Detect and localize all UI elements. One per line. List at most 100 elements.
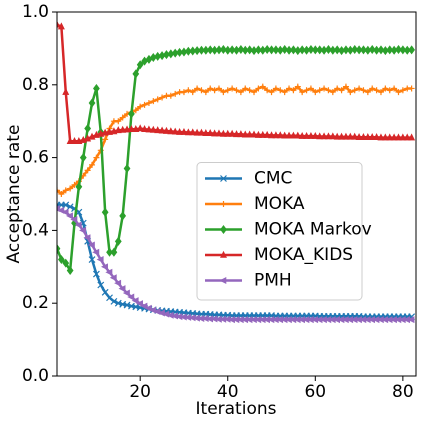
marker bbox=[84, 167, 91, 174]
marker bbox=[360, 87, 367, 94]
marker bbox=[193, 128, 201, 136]
marker bbox=[325, 44, 332, 54]
marker bbox=[176, 127, 184, 135]
marker bbox=[189, 89, 196, 96]
marker bbox=[136, 300, 143, 308]
marker bbox=[272, 131, 280, 139]
marker bbox=[338, 132, 346, 140]
x-tick-label: 60 bbox=[304, 382, 326, 402]
marker bbox=[136, 60, 144, 70]
y-tick-label: 0.0 bbox=[22, 366, 49, 386]
marker bbox=[137, 103, 144, 110]
marker bbox=[377, 45, 385, 55]
marker bbox=[65, 212, 73, 220]
x-axis-label: Iterations bbox=[196, 399, 277, 419]
marker bbox=[128, 109, 135, 119]
marker bbox=[131, 297, 139, 305]
marker bbox=[66, 265, 74, 275]
legend-label: MOKA Markov bbox=[254, 220, 372, 240]
marker bbox=[115, 118, 122, 125]
marker bbox=[84, 134, 92, 142]
marker bbox=[141, 125, 149, 133]
marker bbox=[355, 45, 363, 55]
marker bbox=[346, 132, 354, 140]
marker bbox=[246, 87, 253, 94]
marker bbox=[105, 268, 113, 276]
marker bbox=[294, 83, 301, 90]
marker bbox=[281, 131, 289, 139]
marker bbox=[320, 132, 328, 140]
y-axis-label: Acceptance rate bbox=[4, 125, 24, 264]
marker bbox=[351, 87, 358, 94]
marker bbox=[286, 85, 293, 92]
marker bbox=[66, 203, 74, 211]
marker bbox=[158, 126, 166, 134]
marker bbox=[408, 133, 416, 141]
marker bbox=[219, 277, 227, 284]
marker bbox=[211, 87, 218, 94]
marker bbox=[83, 234, 91, 242]
plot-frame bbox=[56, 11, 417, 377]
marker bbox=[351, 44, 359, 54]
marker bbox=[189, 128, 197, 136]
marker bbox=[149, 125, 157, 133]
x-tick-label: 80 bbox=[392, 382, 414, 402]
marker bbox=[206, 129, 214, 137]
marker bbox=[119, 211, 127, 221]
marker bbox=[140, 302, 148, 310]
marker bbox=[132, 107, 139, 114]
marker bbox=[321, 85, 328, 92]
marker bbox=[290, 87, 297, 94]
marker bbox=[272, 45, 280, 55]
marker bbox=[150, 98, 157, 105]
legend-label: CMC bbox=[254, 169, 292, 189]
marker bbox=[122, 289, 130, 297]
marker bbox=[373, 87, 380, 94]
marker bbox=[298, 45, 306, 55]
marker bbox=[58, 255, 65, 265]
marker bbox=[211, 129, 219, 137]
marker bbox=[356, 85, 363, 92]
marker bbox=[324, 132, 332, 140]
marker bbox=[71, 181, 78, 188]
marker bbox=[381, 133, 389, 141]
marker bbox=[102, 136, 109, 143]
marker bbox=[172, 90, 179, 97]
marker bbox=[382, 85, 389, 92]
marker bbox=[185, 87, 192, 94]
y-tick-label: 0.2 bbox=[22, 293, 49, 313]
marker bbox=[228, 129, 236, 137]
marker bbox=[407, 316, 415, 324]
marker bbox=[290, 45, 297, 55]
marker bbox=[136, 124, 144, 132]
marker bbox=[403, 133, 411, 141]
legend: CMC MOKA MOKA Markov MOKA_KIDS PMH bbox=[196, 162, 372, 301]
marker bbox=[198, 45, 205, 55]
marker bbox=[184, 128, 192, 136]
marker bbox=[228, 45, 236, 55]
marker bbox=[119, 125, 127, 133]
marker bbox=[118, 285, 126, 293]
marker bbox=[109, 274, 117, 282]
marker bbox=[307, 131, 315, 139]
marker bbox=[198, 87, 205, 94]
marker bbox=[114, 126, 122, 134]
marker bbox=[93, 83, 100, 93]
marker bbox=[281, 44, 289, 54]
marker bbox=[224, 129, 232, 137]
marker bbox=[62, 201, 70, 209]
marker bbox=[62, 187, 69, 194]
y-tick-label: 0.6 bbox=[22, 148, 49, 168]
marker bbox=[285, 131, 293, 139]
marker bbox=[159, 94, 166, 101]
marker bbox=[207, 85, 214, 92]
marker bbox=[93, 154, 100, 161]
marker bbox=[298, 131, 306, 139]
marker bbox=[254, 130, 262, 138]
marker bbox=[220, 89, 227, 96]
marker bbox=[220, 225, 227, 234]
marker bbox=[281, 89, 288, 96]
marker bbox=[154, 126, 162, 134]
